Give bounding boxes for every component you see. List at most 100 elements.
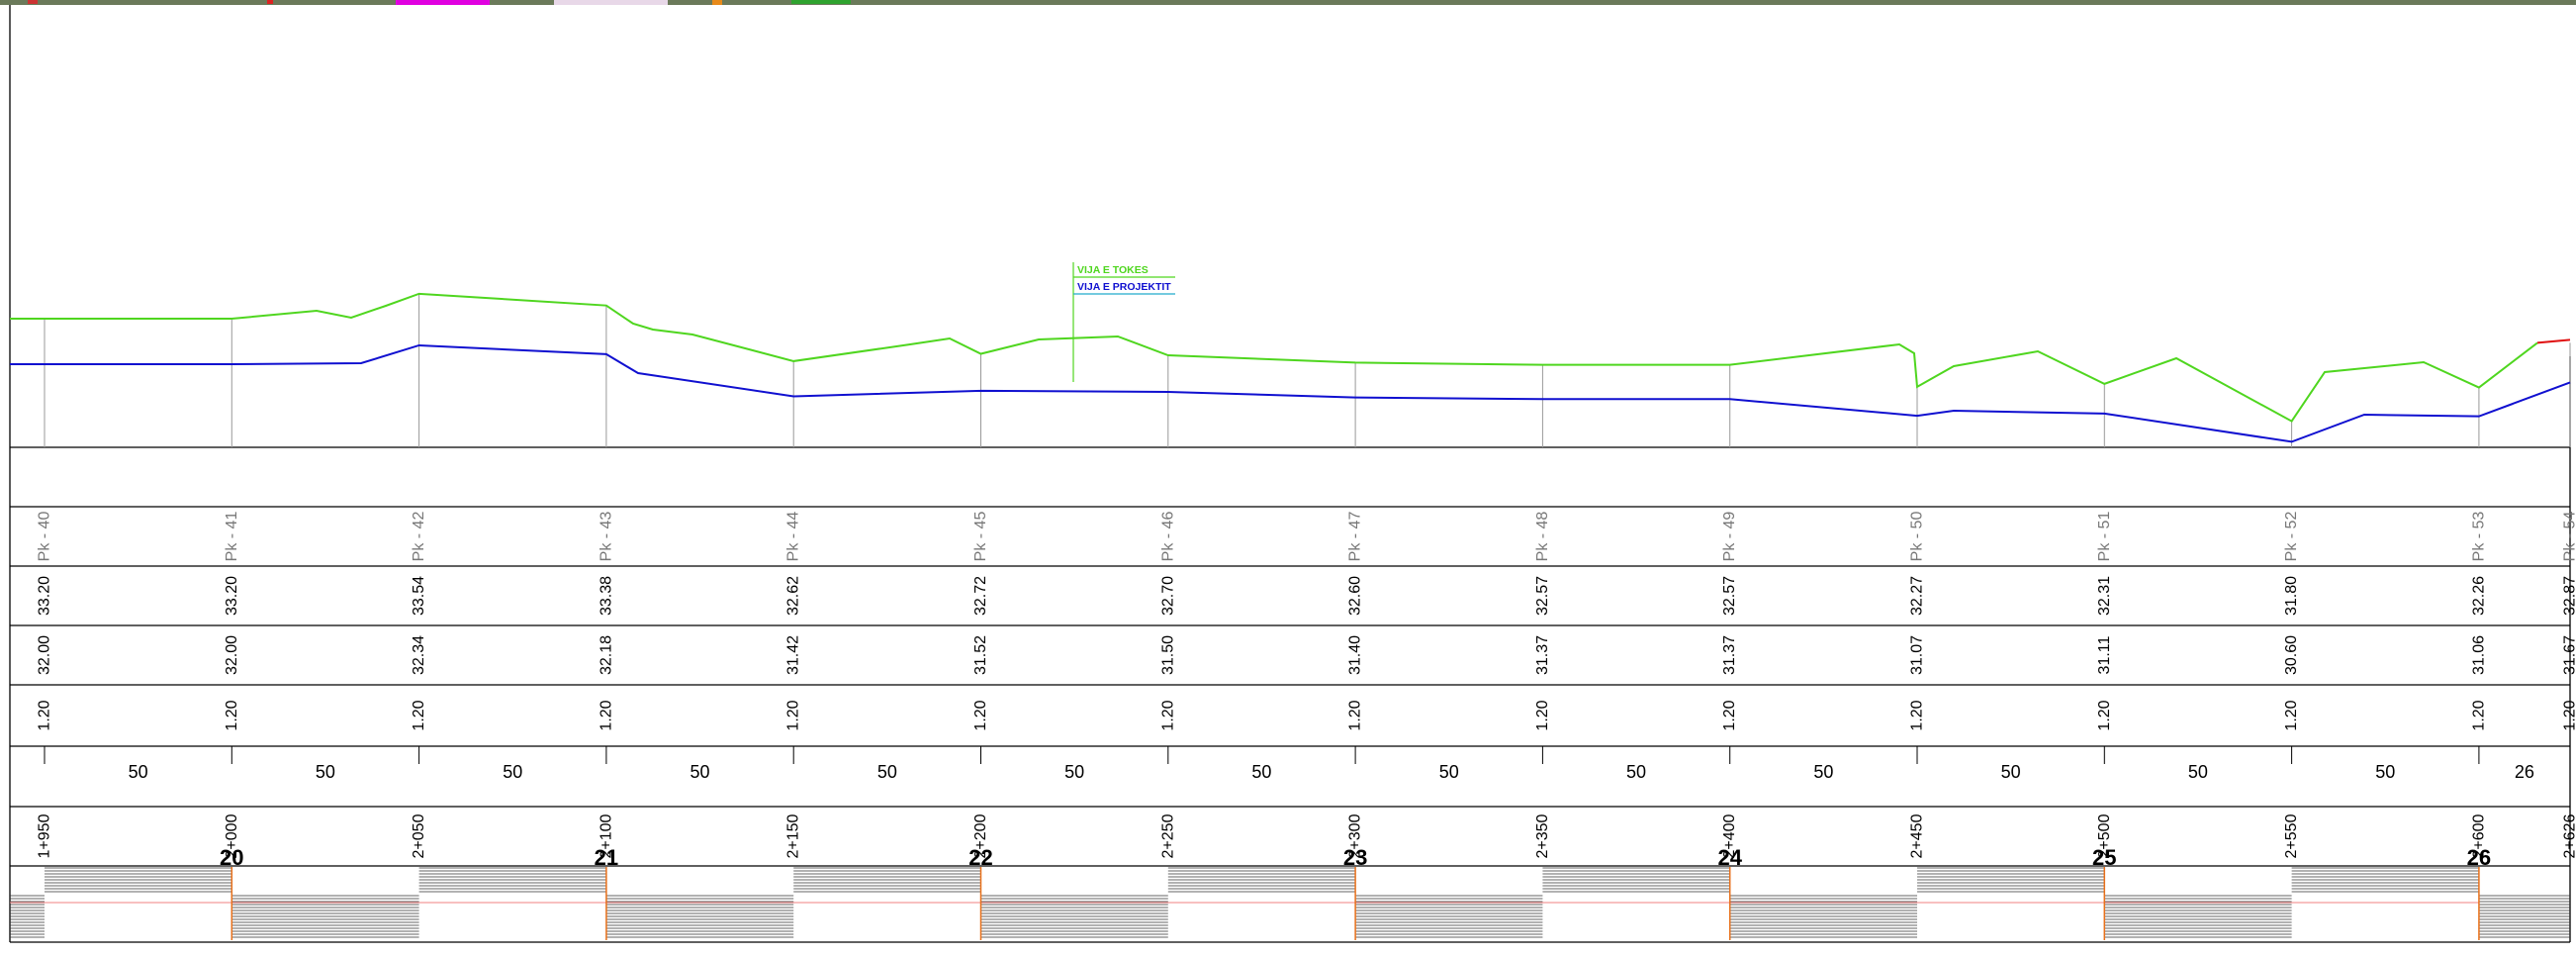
station-chainage-label: 2+350 — [1534, 813, 1551, 858]
distance-label: 50 — [129, 762, 148, 782]
distance-label: 50 — [690, 762, 710, 782]
map-mark — [791, 0, 851, 4]
station-ground-label: 32.31 — [2096, 576, 2113, 616]
profile-lines — [10, 292, 2571, 443]
plan-segment — [231, 895, 419, 938]
station-design-label: 31.50 — [1159, 635, 1176, 675]
station-ground-label: 32.70 — [1159, 576, 1176, 616]
station-depth-label: 1.20 — [2470, 700, 2487, 730]
existing-ground-end-segment — [2536, 338, 2571, 344]
station-chainage-label: 2+550 — [2283, 813, 2300, 858]
station-design-label: 32.18 — [598, 635, 614, 675]
station-design-label: 30.60 — [2283, 635, 2300, 675]
station-chainage-label: 1+950 — [37, 813, 53, 858]
station-depth-label: 1.20 — [1721, 700, 1738, 730]
station-chainage-label: 2+050 — [411, 813, 427, 858]
existing-ground-line — [10, 292, 2538, 423]
plan-segment — [1917, 867, 2105, 893]
station-pk-label: Pk - 48 — [1534, 512, 1551, 562]
top-map-strip — [0, 0, 2576, 5]
profile-legend: VIJA E TOKES VIJA E PROJEKTIT — [1072, 262, 1175, 382]
station-depth-label: 1.20 — [2562, 700, 2576, 730]
distance-label: 50 — [2375, 762, 2395, 782]
map-mark — [28, 0, 38, 4]
distance-label: 50 — [1251, 762, 1271, 782]
station-chainage-label: 2+200 — [972, 813, 989, 858]
map-mark — [396, 0, 490, 5]
distance-label: 26 — [2515, 762, 2534, 782]
station-pk-label: Pk - 49 — [1721, 512, 1738, 562]
section-number-label: 26 — [2467, 845, 2491, 870]
plan-segment — [980, 895, 1168, 938]
station-chainage-label: 2+150 — [785, 813, 802, 858]
distance-label: 50 — [1439, 762, 1459, 782]
plan-segment — [1355, 895, 1543, 938]
station-pk-label: Pk - 43 — [598, 512, 614, 562]
station-ground-label: 32.60 — [1347, 576, 1364, 616]
distance-label: 50 — [877, 762, 897, 782]
section-number-label: 20 — [220, 845, 243, 870]
station-ground-label: 32.27 — [1909, 576, 1926, 616]
station-design-label: 31.07 — [1909, 635, 1926, 675]
station-chainage-label: 2+400 — [1721, 813, 1738, 858]
station-ticks — [44, 293, 2571, 447]
station-ground-label: 32.26 — [2470, 576, 2487, 616]
plan-segment — [605, 895, 794, 938]
distance-label: 50 — [2188, 762, 2208, 782]
station-pk-label: Pk - 47 — [1347, 512, 1364, 562]
section-number-label: 24 — [1717, 845, 1742, 870]
map-mark — [267, 0, 273, 4]
station-chainage-label: 2+250 — [1159, 813, 1176, 858]
station-ground-label: 32.72 — [972, 576, 989, 616]
station-depth-label: 1.20 — [1909, 700, 1926, 730]
station-depth-label: 1.20 — [785, 700, 802, 730]
plan-segment — [1167, 867, 1356, 893]
legend-existing-label: VIJA E TOKES — [1077, 264, 1149, 276]
station-chainage-label: 2+450 — [1909, 813, 1926, 858]
plan-segment-start — [10, 895, 45, 938]
station-ground-label: 31.80 — [2283, 576, 2300, 616]
station-pk-label: Pk - 54 — [2562, 512, 2576, 562]
distance-label: 50 — [1813, 762, 1833, 782]
station-depth-label: 1.20 — [1347, 700, 1364, 730]
section-number-label: 23 — [1343, 845, 1367, 870]
station-design-label: 31.67 — [2562, 635, 2576, 675]
map-mark — [554, 0, 668, 5]
plan-segment — [1542, 867, 1730, 893]
distance-label: 50 — [1064, 762, 1084, 782]
plan-segment — [45, 867, 232, 893]
section-number-label: 22 — [968, 845, 992, 870]
station-design-label: 31.52 — [972, 635, 989, 675]
station-ground-label: 32.62 — [785, 576, 802, 616]
station-pk-label: Pk - 41 — [224, 512, 240, 562]
station-ground-label: 32.57 — [1721, 576, 1738, 616]
station-design-label: 31.37 — [1721, 635, 1738, 675]
legend-design-label: VIJA E PROJEKTIT — [1077, 281, 1171, 293]
station-pk-label: Pk - 52 — [2283, 512, 2300, 562]
design-line — [10, 343, 2571, 443]
station-ground-label: 33.20 — [224, 576, 240, 616]
station-pk-label: Pk - 46 — [1159, 512, 1176, 562]
data-band: Pk - 40 Pk - 41 Pk - 42 Pk - 43 Pk - 44 Pk - … — [37, 512, 2576, 870]
station-pk-label: Pk - 44 — [785, 512, 802, 562]
station-ground-label: 32.57 — [1534, 576, 1551, 616]
station-design-label: 32.00 — [224, 635, 240, 675]
station-design-label: 32.34 — [411, 635, 427, 675]
station-pk-label: Pk - 42 — [411, 512, 427, 562]
station-design-label: 31.11 — [2096, 635, 2113, 674]
map-mark — [712, 0, 722, 5]
distance-label: 50 — [316, 762, 335, 782]
station-design-label: 31.06 — [2470, 635, 2487, 675]
station-ground-label: 33.54 — [411, 576, 427, 616]
station-pk-label: Pk - 45 — [972, 512, 989, 562]
station-depth-label: 1.20 — [224, 700, 240, 730]
station-design-label: 31.40 — [1347, 635, 1364, 675]
station-pk-label: Pk - 51 — [2096, 512, 2113, 562]
distance-label: 50 — [1626, 762, 1646, 782]
plan-segment — [418, 867, 606, 893]
plan-band — [10, 867, 2570, 940]
distance-label: 50 — [2001, 762, 2021, 782]
station-design-label: 32.00 — [37, 635, 53, 675]
station-design-label: 31.42 — [785, 635, 802, 675]
